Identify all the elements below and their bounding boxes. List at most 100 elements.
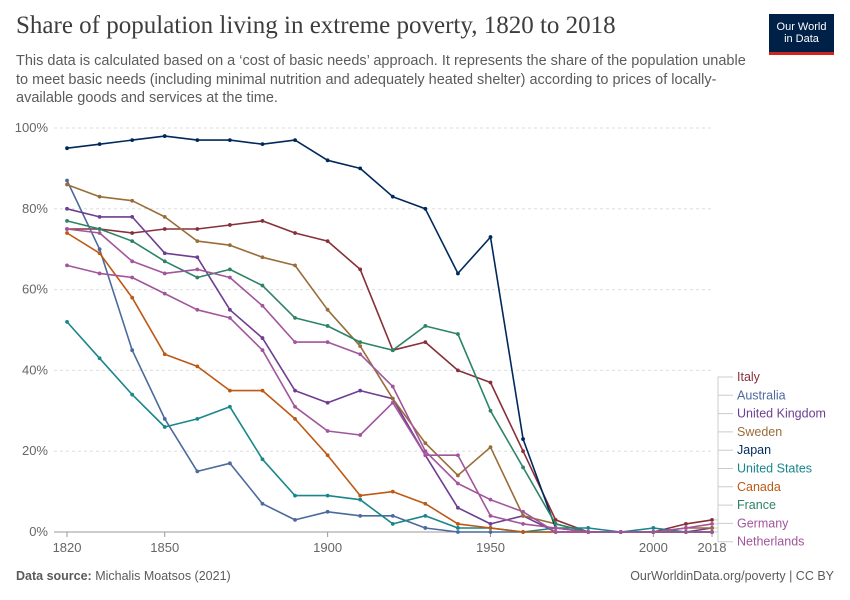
data-point-united-kingdom bbox=[228, 307, 232, 312]
data-point-france bbox=[293, 315, 297, 320]
data-point-japan bbox=[65, 146, 69, 151]
page-title: Share of population living in extreme po… bbox=[16, 12, 616, 39]
data-point-united-states bbox=[228, 404, 232, 409]
data-point-netherlands bbox=[293, 340, 297, 345]
y-axis: 0% 20% 40% 60% 80% 100% bbox=[15, 120, 49, 539]
data-point-japan bbox=[260, 142, 265, 147]
data-point-united-kingdom bbox=[97, 214, 102, 219]
x-tick-label: 2000 bbox=[639, 540, 668, 555]
data-point-canada bbox=[293, 416, 297, 421]
data-point-canada bbox=[162, 352, 167, 357]
data-point-france bbox=[260, 283, 265, 288]
footer-link[interactable]: OurWorldinData.org/poverty bbox=[630, 569, 786, 583]
data-point-netherlands bbox=[65, 227, 69, 231]
data-point-united-kingdom bbox=[293, 388, 297, 393]
data-point-germany bbox=[423, 453, 428, 458]
y-tick-label: 60% bbox=[22, 282, 48, 297]
data-point-united-kingdom bbox=[260, 336, 265, 340]
data-point-united-states bbox=[130, 392, 135, 397]
data-point-france bbox=[423, 324, 428, 328]
data-point-canada bbox=[325, 453, 330, 458]
legend-connector-australia bbox=[714, 394, 733, 533]
data-point-netherlands bbox=[684, 526, 688, 530]
footer-license[interactable]: CC BY bbox=[795, 569, 834, 583]
data-point-sweden bbox=[293, 263, 297, 268]
data-point-france bbox=[228, 267, 232, 272]
logo-line-2: in Data bbox=[784, 33, 819, 45]
data-point-netherlands bbox=[423, 449, 428, 454]
series-line-japan bbox=[66, 135, 712, 533]
y-tick-label: 0% bbox=[29, 524, 48, 539]
data-point-japan bbox=[195, 138, 200, 143]
series-line-france bbox=[66, 220, 712, 533]
legend-connector-united-kingdom bbox=[714, 413, 733, 529]
data-point-france bbox=[195, 275, 200, 280]
data-point-japan bbox=[228, 138, 232, 143]
y-tick-label: 40% bbox=[22, 362, 48, 377]
data-point-united-states bbox=[260, 457, 265, 462]
data-point-netherlands bbox=[97, 231, 102, 235]
data-point-germany bbox=[228, 315, 232, 320]
data-point-sweden bbox=[521, 513, 525, 518]
data-point-canada bbox=[228, 388, 232, 393]
data-point-australia bbox=[97, 247, 102, 252]
data-point-united-states bbox=[325, 493, 330, 498]
data-point-netherlands bbox=[130, 259, 135, 264]
data-point-united-kingdom bbox=[162, 251, 167, 256]
data-point-sweden bbox=[228, 243, 232, 248]
x-tick-label: 1900 bbox=[313, 540, 342, 555]
data-point-canada bbox=[423, 501, 428, 506]
footer-source: Data source: Michalis Moatsos (2021) bbox=[16, 569, 231, 583]
data-point-japan bbox=[488, 235, 493, 239]
data-point-sweden bbox=[162, 214, 167, 219]
data-point-united-kingdom bbox=[195, 255, 200, 260]
data-point-japan bbox=[390, 194, 395, 199]
data-point-italy bbox=[423, 340, 428, 345]
data-point-australia bbox=[488, 530, 493, 534]
owid-logo[interactable]: Our World in Data bbox=[769, 14, 834, 55]
data-point-italy bbox=[488, 380, 493, 385]
data-point-australia bbox=[390, 513, 395, 518]
legend-connector-netherlands bbox=[714, 523, 733, 543]
data-point-netherlands bbox=[710, 522, 714, 526]
data-point-france bbox=[456, 332, 460, 336]
data-point-germany bbox=[195, 307, 200, 312]
series-line-sweden bbox=[66, 183, 712, 533]
data-point-netherlands bbox=[651, 530, 656, 534]
data-point-germany bbox=[390, 400, 395, 405]
data-point-japan bbox=[293, 138, 297, 143]
data-point-canada bbox=[97, 251, 102, 256]
legend-item-netherlands: Netherlands bbox=[737, 535, 804, 549]
data-point-australia bbox=[130, 348, 135, 353]
data-point-germany bbox=[710, 530, 714, 534]
data-point-germany bbox=[553, 526, 558, 530]
data-point-france bbox=[488, 408, 493, 413]
data-point-united-states bbox=[586, 526, 591, 530]
legend-item-united-states: United States bbox=[737, 462, 812, 476]
data-point-united-kingdom bbox=[358, 388, 363, 393]
data-point-germany bbox=[325, 429, 330, 433]
data-point-netherlands bbox=[162, 271, 167, 276]
x-tick-label: 1950 bbox=[476, 540, 505, 555]
data-point-united-kingdom bbox=[130, 214, 135, 219]
data-point-germany bbox=[162, 291, 167, 296]
y-tick-label: 80% bbox=[22, 201, 48, 216]
legend-connector-sweden bbox=[714, 431, 733, 529]
x-tick-label: 1850 bbox=[150, 540, 179, 555]
data-point-netherlands bbox=[358, 352, 363, 357]
data-point-italy bbox=[325, 239, 330, 244]
logo-line-1: Our World bbox=[776, 20, 827, 33]
data-point-netherlands bbox=[195, 267, 200, 272]
data-point-canada bbox=[260, 388, 265, 393]
data-point-italy bbox=[293, 231, 297, 235]
legend-connector-italy bbox=[714, 376, 733, 521]
data-point-canada bbox=[390, 489, 395, 494]
legend-item-australia: Australia bbox=[737, 388, 786, 402]
data-point-sweden bbox=[325, 307, 330, 312]
data-point-netherlands bbox=[618, 530, 623, 534]
data-point-netherlands bbox=[228, 275, 232, 280]
data-point-france bbox=[130, 239, 135, 244]
x-axis: 1820 1850 1900 1950 2000 2018 bbox=[53, 532, 726, 555]
data-point-netherlands bbox=[390, 384, 395, 389]
